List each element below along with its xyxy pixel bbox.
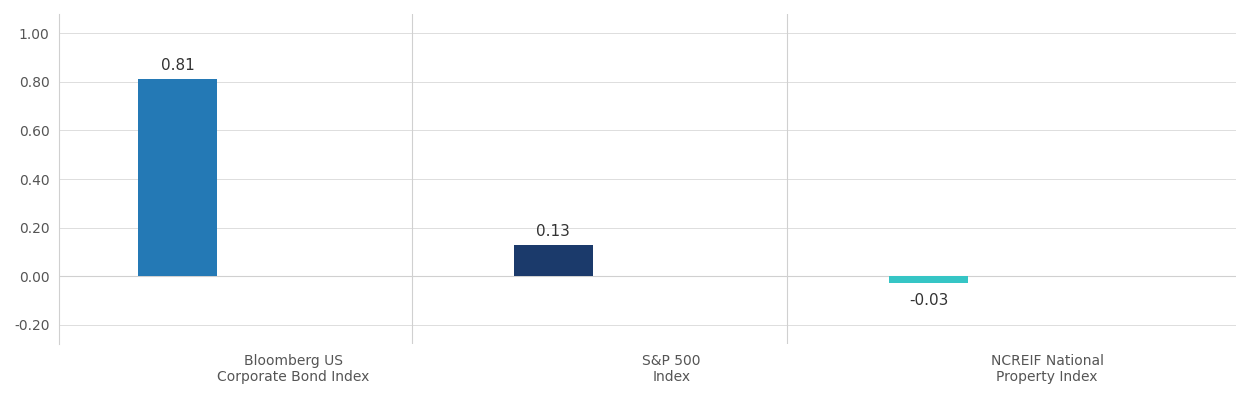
Text: 0.13: 0.13: [536, 224, 570, 238]
Bar: [889, 276, 968, 283]
Bar: [139, 80, 218, 276]
Text: 0.81: 0.81: [161, 59, 195, 73]
Bar: [514, 245, 592, 276]
Text: -0.03: -0.03: [909, 293, 949, 308]
